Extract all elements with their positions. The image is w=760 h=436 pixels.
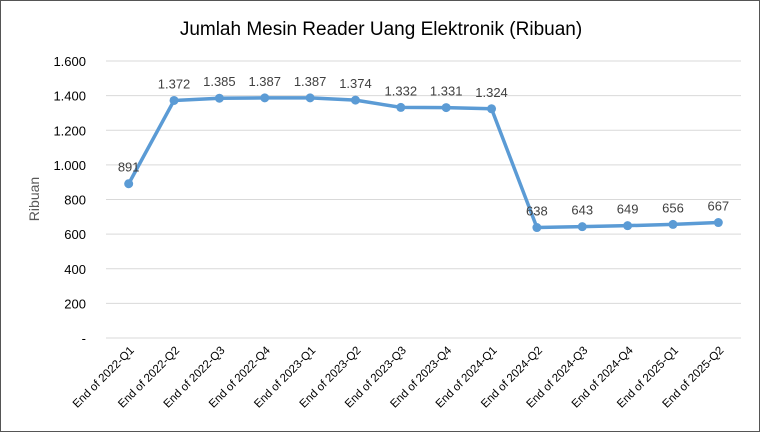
y-tick-label: 1.600	[53, 54, 86, 69]
series-line	[127, 96, 719, 230]
y-tick-label: 200	[64, 296, 86, 311]
data-point	[623, 221, 633, 231]
data-label: 1.387	[248, 74, 281, 89]
y-tick-label: 400	[64, 262, 86, 277]
chart-title: Jumlah Mesin Reader Uang Elektronik (Rib…	[180, 19, 582, 40]
data-label: 1.331	[430, 84, 463, 99]
y-tick-label: 600	[64, 227, 86, 242]
y-tick-label: 800	[64, 193, 86, 208]
data-label: 656	[662, 200, 684, 215]
data-label: 1.324	[475, 85, 508, 100]
data-point	[260, 93, 270, 103]
data-point	[305, 93, 315, 103]
data-point	[396, 102, 406, 112]
data-label: 649	[617, 202, 639, 217]
data-label: 1.372	[158, 76, 191, 91]
data-point	[350, 95, 360, 105]
data-point	[487, 104, 497, 114]
y-tick-label: 1.200	[53, 123, 86, 138]
y-tick-label: 1.000	[53, 158, 86, 173]
y-tick-label: -	[82, 331, 86, 346]
data-label: 1.374	[339, 76, 372, 91]
data-point	[214, 93, 224, 103]
y-tick-label: 1.400	[53, 89, 86, 104]
data-label: 1.387	[294, 74, 327, 89]
data-point	[577, 222, 587, 232]
data-point	[441, 103, 451, 113]
data-point	[124, 179, 134, 189]
y-axis-label: Ribuan	[26, 177, 42, 221]
data-label: 643	[571, 203, 593, 218]
data-label: 667	[707, 199, 729, 214]
data-point	[532, 223, 542, 233]
data-point	[668, 219, 678, 229]
data-point	[169, 95, 179, 105]
data-label: 1.385	[203, 74, 236, 89]
data-label: 891	[118, 160, 140, 175]
data-point	[713, 218, 723, 228]
data-label: 638	[526, 204, 548, 219]
data-label: 1.332	[385, 83, 418, 98]
